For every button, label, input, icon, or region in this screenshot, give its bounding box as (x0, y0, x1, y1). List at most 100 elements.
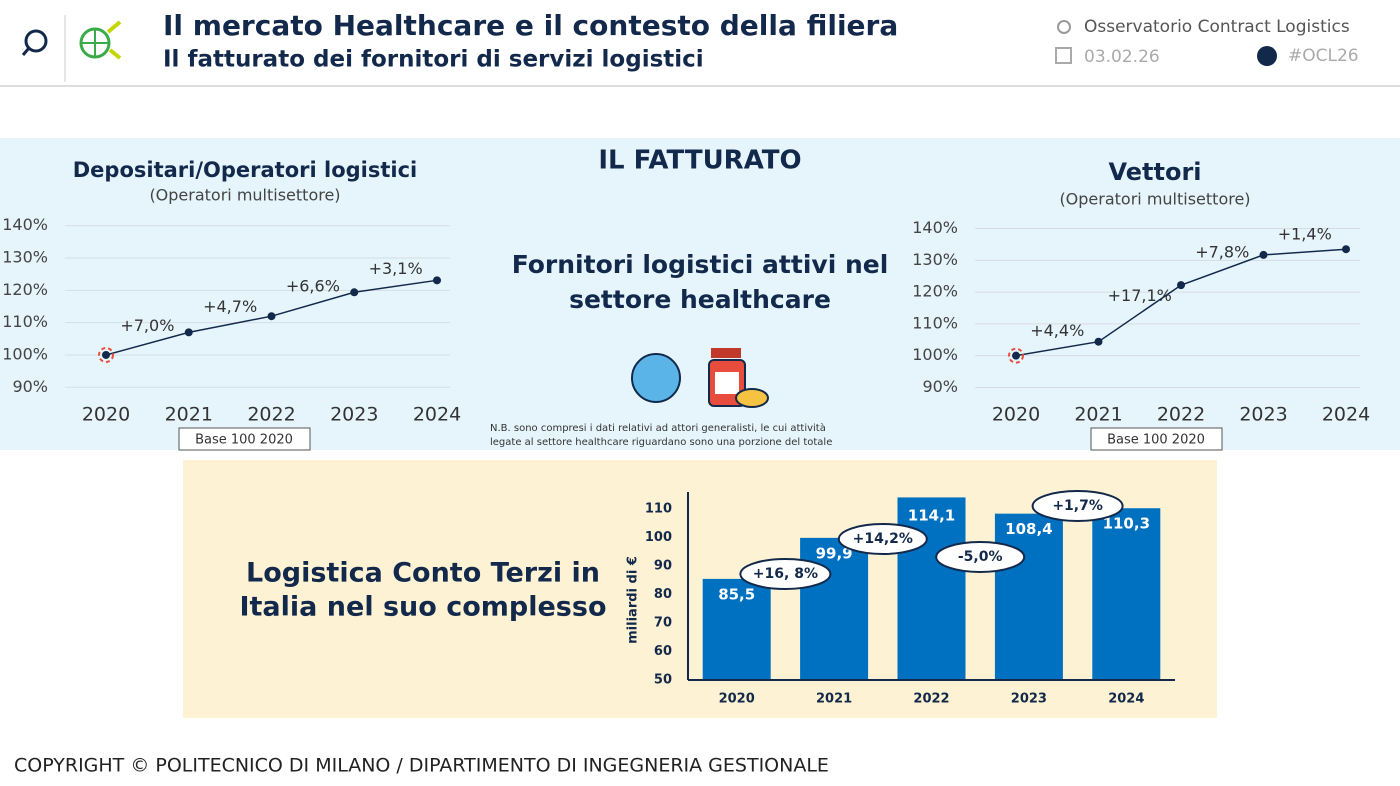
x-tick-label: 2020 (719, 692, 755, 707)
header-title: Il mercato Healthcare e il contesto dell… (163, 9, 898, 42)
x-tick-label: 2021 (165, 404, 213, 426)
growth-label: +4,4% (1030, 321, 1084, 340)
base-marker (1008, 347, 1024, 364)
growth-label: +7,0% (120, 316, 174, 335)
growth-label: +17,1% (1108, 286, 1172, 305)
date: 03.02.26 (1084, 47, 1160, 67)
bar-title: Italia nel suo complesso (239, 592, 606, 623)
y-tick-label: 110% (2, 312, 48, 331)
chart-subtitle: (Operatori multisettore) (149, 186, 340, 205)
point (1012, 351, 1020, 360)
center-title: IL FATTURATO (598, 146, 801, 176)
growth-label: +4,7% (203, 297, 257, 316)
base-note: Base 100 2020 (1107, 433, 1205, 448)
point (102, 350, 110, 359)
point (267, 312, 276, 321)
growth-label: +1,4% (1278, 225, 1332, 244)
x-tick-label: 2023 (330, 404, 378, 426)
growth-bubble (1031, 490, 1124, 522)
bar-title: Logistica Conto Terzi in (246, 558, 600, 589)
point (1259, 250, 1268, 259)
point (350, 288, 359, 297)
y-axis-label: miliardi di € (626, 556, 641, 644)
band (0, 138, 1400, 450)
x-tick-label: 2024 (413, 404, 461, 426)
growth-label: -5,0% (958, 549, 1003, 565)
center-heading: settore healthcare (569, 285, 831, 314)
growth-bubble (739, 558, 832, 590)
y-tick-label: 70 (654, 616, 672, 631)
point (433, 276, 441, 285)
value-label: 108,4 (1005, 520, 1052, 538)
growth-label: +7,8% (1195, 243, 1249, 262)
value-label: 99,9 (816, 544, 853, 562)
x-tick-label: 2023 (1239, 404, 1287, 426)
x-tick-label: 2020 (82, 404, 130, 426)
y-tick-label: 110% (912, 313, 958, 332)
y-tick-label: 110 (645, 502, 672, 517)
footer: COPYRIGHT © POLITECNICO DI MILANO / DIPA… (14, 755, 829, 777)
note: N.B. sono compresi i dati relativi ad at… (490, 422, 826, 434)
y-tick-label: 100% (912, 345, 958, 364)
growth-label: +6,6% (286, 277, 340, 296)
header-bg (0, 0, 1400, 86)
icons (631, 348, 769, 408)
y-tick-label: 130% (2, 248, 48, 267)
growth-label: +14,2% (853, 531, 913, 547)
bar (1092, 508, 1161, 680)
header-subtitle: Il fatturato dei fornitori di servizi lo… (163, 47, 704, 73)
logo (21, 29, 48, 56)
bar (702, 578, 771, 680)
point (1094, 337, 1103, 346)
y-tick-label: 120% (912, 282, 958, 301)
globe-icon (79, 20, 122, 60)
growth-label: +16, 8% (753, 566, 818, 582)
y-tick-label: 100% (2, 344, 48, 363)
y-tick-label: 90 (654, 559, 672, 574)
note: legate al settore healthcare riguardano … (490, 437, 832, 448)
base-box (178, 427, 311, 451)
growth-bubble (837, 523, 928, 555)
growth-bubble (935, 541, 1026, 573)
base-note: Base 100 2020 (195, 433, 293, 448)
bar (897, 497, 966, 680)
chart-title: Depositari/Operatori logistici (73, 158, 418, 182)
y-tick-label: 140% (912, 218, 958, 237)
point (1342, 245, 1350, 254)
base-marker (98, 346, 114, 363)
point (184, 328, 193, 337)
x-tick-label: 2023 (1011, 692, 1047, 707)
x-tick-label: 2024 (1108, 692, 1144, 707)
value-label: 110,3 (1103, 515, 1150, 533)
x-tick-label: 2020 (992, 404, 1040, 426)
y-tick-label: 50 (654, 673, 672, 688)
y-tick-label: 140% (2, 215, 48, 234)
value-label: 114,1 (908, 507, 955, 525)
y-tick-label: 100 (645, 530, 672, 545)
hashtag: #OCL26 (1288, 46, 1359, 66)
calendar-icon (1055, 47, 1072, 64)
x-tick-label: 2024 (1322, 404, 1370, 426)
y-tick-label: 80 (654, 587, 672, 602)
y-tick-label: 120% (2, 280, 48, 299)
chart-subtitle: (Operatori multisettore) (1059, 190, 1250, 209)
x-tick-label: 2022 (913, 692, 949, 707)
base-box (1090, 427, 1223, 451)
obs-icon (1057, 20, 1071, 34)
y-tick-label: 90% (922, 377, 958, 396)
point (1177, 281, 1185, 290)
x-tick-label: 2021 (816, 692, 852, 707)
growth-label: +1,7% (1052, 498, 1103, 514)
chart-title: Vettori (1108, 158, 1201, 186)
value-label: 85,5 (718, 585, 755, 603)
growth-label: +3,1% (369, 259, 423, 278)
center-heading: Fornitori logistici attivi nel (512, 250, 889, 279)
bar (994, 513, 1063, 680)
x-tick-label: 2021 (1074, 404, 1122, 426)
x-tick-label: 2022 (247, 404, 295, 426)
observatory: Osservatorio Contract Logistics (1084, 17, 1350, 37)
y-tick-label: 60 (654, 644, 672, 659)
y-tick-label: 130% (912, 250, 958, 269)
